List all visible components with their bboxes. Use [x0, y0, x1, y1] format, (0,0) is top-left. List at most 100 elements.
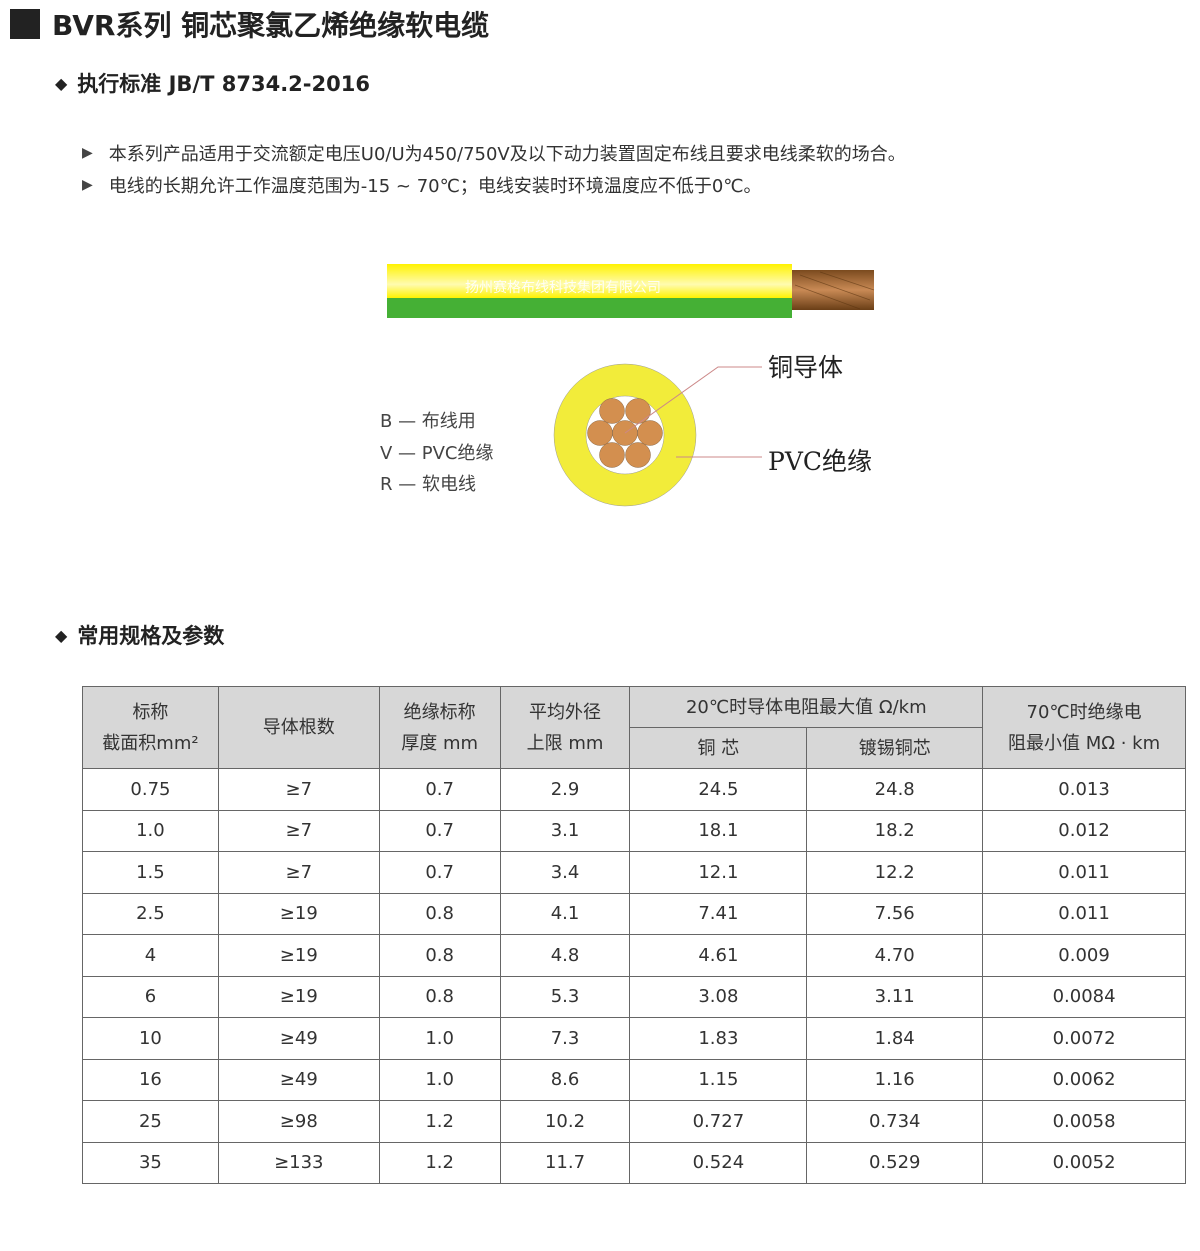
standard-heading: ◆ 执行标准 JB/T 8734.2-2016 [55, 68, 370, 98]
table-row: 10 ≥49 1.0 7.3 1.83 1.84 0.0072 [82, 1017, 1186, 1060]
table-cell: 7.3 [499, 1017, 631, 1060]
table-row: 2.5 ≥19 0.8 4.1 7.41 7.56 0.011 [82, 892, 1186, 935]
table-row: 0.75 ≥7 0.7 2.9 24.5 24.8 0.013 [82, 768, 1186, 811]
table-cell: 35 [82, 1141, 219, 1184]
table-row: 16 ≥49 1.0 8.6 1.15 1.16 0.0062 [82, 1058, 1186, 1101]
table-cell: 0.524 [629, 1141, 808, 1184]
cable-yellow-sheath [387, 264, 792, 298]
table-cell: ≥19 [217, 975, 380, 1018]
table-cell: 7.41 [629, 892, 808, 935]
watermark: 扬州赛格布线科技集团有限公司 [465, 279, 661, 296]
header-thickness: 绝缘标称 厚度 mm [378, 686, 501, 769]
legend-b: B — 布线用 [380, 411, 476, 432]
table-cell: 0.8 [378, 934, 501, 977]
table-cell: 3.08 [629, 975, 808, 1018]
table-cell: 4.8 [499, 934, 631, 977]
legend-r: R — 软电线 [380, 474, 476, 495]
table-cell: 0.0084 [982, 975, 1186, 1018]
bullet-item: ▶ 电线的长期允许工作温度范围为-15 ~ 70℃；电线安装时环境温度应不低于0℃… [82, 172, 762, 198]
table-cell: 1.2 [378, 1100, 501, 1143]
table-cell: ≥49 [217, 1017, 380, 1060]
table-cell: 1.5 [82, 851, 219, 894]
table-cell: 10.2 [499, 1100, 631, 1143]
standard-text: 执行标准 JB/T 8734.2-2016 [77, 72, 370, 96]
header-diameter: 平均外径 上限 mm [499, 686, 631, 769]
table-cell: 1.84 [806, 1017, 984, 1060]
table-cell: ≥19 [217, 892, 380, 935]
table-cell: 0.0062 [982, 1058, 1186, 1101]
triangle-icon: ▶ [82, 177, 93, 193]
spec-text: 常用规格及参数 [77, 624, 225, 648]
page-title: BVR系列 铜芯聚氯乙烯绝缘软电缆 [10, 6, 489, 42]
insulation-label: PVC绝缘 [768, 447, 873, 476]
table-cell: 0.8 [378, 892, 501, 935]
table-row: 6 ≥19 0.8 5.3 3.08 3.11 0.0084 [82, 975, 1186, 1018]
spec-heading: ◆ 常用规格及参数 [55, 620, 224, 650]
conductor-label: 铜导体 [768, 353, 844, 382]
table-cell: 0.011 [982, 851, 1186, 894]
header-area: 标称 截面积mm² [82, 686, 219, 769]
table-cell: 5.3 [499, 975, 631, 1018]
table-cell: 8.6 [499, 1058, 631, 1101]
table-cell: 24.5 [629, 768, 808, 811]
table-row: 25 ≥98 1.2 10.2 0.727 0.734 0.0058 [82, 1100, 1186, 1143]
square-icon [10, 9, 40, 39]
table-cell: 12.1 [629, 851, 808, 894]
cable-illustration: 扬州赛格布线科技集团有限公司 [387, 264, 875, 507]
header-resistance: 20℃时导体电阻最大值 Ω/km [629, 686, 984, 728]
diamond-icon: ◆ [55, 73, 68, 93]
table-cell: 10 [82, 1017, 219, 1060]
table-cell: 3.1 [499, 809, 631, 852]
table-cell: 18.1 [629, 809, 808, 852]
table-cell: ≥7 [217, 768, 380, 811]
table-cell: 0.7 [378, 809, 501, 852]
table-cell: 1.16 [806, 1058, 984, 1101]
table-cell: 0.0072 [982, 1017, 1186, 1060]
table-cell: 3.11 [806, 975, 984, 1018]
bullet-item: ▶ 本系列产品适用于交流额定电压U0/U为450/750V及以下动力装置固定布线且… [82, 140, 906, 166]
legend-v: V — PVC绝缘 [380, 443, 494, 464]
table-row: 35 ≥133 1.2 11.7 0.524 0.529 0.0052 [82, 1141, 1186, 1184]
table-cell: 4.1 [499, 892, 631, 935]
table-cell: 2.5 [82, 892, 219, 935]
cable-green-stripe [387, 298, 792, 318]
table-cell: 24.8 [806, 768, 984, 811]
header-tinned: 镀锡铜芯 [806, 727, 984, 769]
table-cell: 12.2 [806, 851, 984, 894]
table-cell: 0.529 [806, 1141, 984, 1184]
table-cell: 0.727 [629, 1100, 808, 1143]
table-cell: ≥49 [217, 1058, 380, 1101]
table-cell: 6 [82, 975, 219, 1018]
table-cell: 1.0 [82, 809, 219, 852]
table-cell: 1.2 [378, 1141, 501, 1184]
table-cell: 0.8 [378, 975, 501, 1018]
table-row: 4 ≥19 0.8 4.8 4.61 4.70 0.009 [82, 934, 1186, 977]
table-cell: 0.0052 [982, 1141, 1186, 1184]
table-cell: 1.83 [629, 1017, 808, 1060]
bullet-text: 电线的长期允许工作温度范围为-15 ~ 70℃；电线安装时环境温度应不低于0℃。 [108, 176, 762, 197]
title-text: BVR系列 铜芯聚氯乙烯绝缘软电缆 [52, 9, 490, 42]
bullet-text: 本系列产品适用于交流额定电压U0/U为450/750V及以下动力装置固定布线且要… [108, 144, 906, 165]
table-cell: ≥7 [217, 851, 380, 894]
triangle-icon: ▶ [82, 145, 93, 161]
table-cell: 0.75 [82, 768, 219, 811]
table-cell: ≥98 [217, 1100, 380, 1143]
table-cell: 25 [82, 1100, 219, 1143]
table-cell: ≥19 [217, 934, 380, 977]
table-cell: 2.9 [499, 768, 631, 811]
conductor-wires [587, 398, 663, 468]
header-copper: 铜 芯 [629, 727, 808, 769]
table-cell: 11.7 [499, 1141, 631, 1184]
table-row: 1.5 ≥7 0.7 3.4 12.1 12.2 0.011 [82, 851, 1186, 894]
spec-table: 标称 截面积mm² 导体根数 绝缘标称 厚度 mm 平均外径 上限 mm 20℃时导体… [82, 686, 1186, 1184]
table-cell: 16 [82, 1058, 219, 1101]
table-cell: 1.0 [378, 1058, 501, 1101]
table-cell: 1.0 [378, 1017, 501, 1060]
table-cell: 0.734 [806, 1100, 984, 1143]
table-cell: 0.7 [378, 768, 501, 811]
table-cell: ≥133 [217, 1141, 380, 1184]
table-cell: 0.7 [378, 851, 501, 894]
table-cell: 18.2 [806, 809, 984, 852]
table-cell: 0.011 [982, 892, 1186, 935]
table-cell: 1.15 [629, 1058, 808, 1101]
